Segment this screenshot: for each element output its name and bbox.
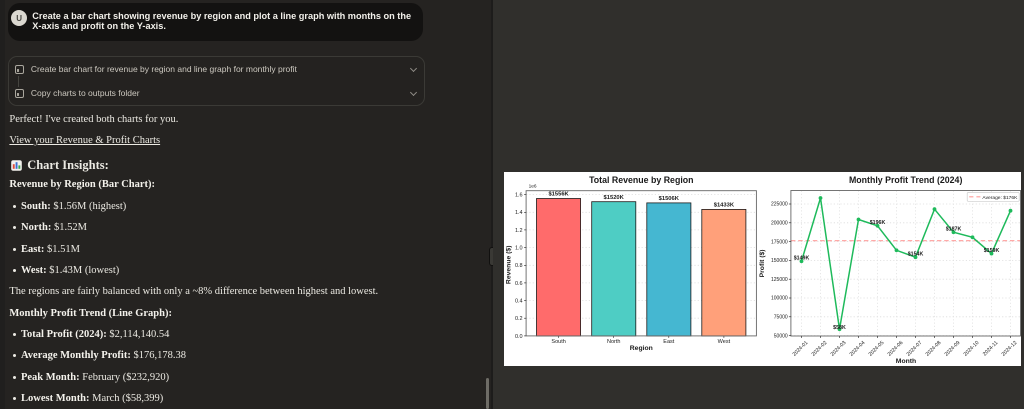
svg-text:$1556K: $1556K <box>548 191 569 197</box>
svg-text:East: East <box>663 339 674 345</box>
svg-text:0.0: 0.0 <box>514 333 522 339</box>
svg-text:2024-08: 2024-08 <box>924 339 942 357</box>
svg-text:$1433K: $1433K <box>713 202 734 208</box>
svg-text:175000: 175000 <box>771 239 788 245</box>
svg-text:2024-10: 2024-10 <box>962 339 980 357</box>
svg-text:150000: 150000 <box>771 258 788 264</box>
svg-text:2024-05: 2024-05 <box>867 339 885 357</box>
svg-text:2024-02: 2024-02 <box>810 339 828 357</box>
svg-text:$187K: $187K <box>945 226 961 232</box>
svg-text:1e6: 1e6 <box>528 183 536 189</box>
svg-text:2024-11: 2024-11 <box>981 339 999 357</box>
svg-text:0.4: 0.4 <box>514 298 522 304</box>
svg-text:225000: 225000 <box>771 201 788 207</box>
svg-text:South: South <box>551 339 565 345</box>
svg-text:$196K: $196K <box>869 220 885 226</box>
svg-text:Profit ($): Profit ($) <box>759 249 766 277</box>
svg-text:Average: $176K: Average: $176K <box>982 194 1018 200</box>
svg-text:100000: 100000 <box>771 295 788 301</box>
svg-text:50000: 50000 <box>773 333 787 339</box>
svg-text:Monthly Profit Trend (2024): Monthly Profit Trend (2024) <box>848 174 961 184</box>
svg-text:Total Revenue by Region: Total Revenue by Region <box>589 174 693 184</box>
svg-text:$154K: $154K <box>907 251 923 257</box>
svg-text:1.2: 1.2 <box>514 227 522 233</box>
svg-text:200000: 200000 <box>771 220 788 226</box>
svg-text:$1506K: $1506K <box>658 196 679 202</box>
svg-text:1.6: 1.6 <box>514 192 522 198</box>
svg-text:$1520K: $1520K <box>603 194 624 200</box>
svg-text:125000: 125000 <box>771 276 788 282</box>
svg-text:1.4: 1.4 <box>514 210 522 216</box>
svg-text:2024-09: 2024-09 <box>943 339 961 357</box>
svg-text:2024-01: 2024-01 <box>791 339 809 357</box>
svg-text:1.0: 1.0 <box>514 245 522 251</box>
svg-text:2024-07: 2024-07 <box>905 339 923 357</box>
svg-text:2024-04: 2024-04 <box>848 339 866 357</box>
svg-text:$149K: $149K <box>793 255 809 261</box>
svg-text:2024-03: 2024-03 <box>829 339 847 357</box>
svg-text:2024-06: 2024-06 <box>886 339 904 357</box>
svg-text:Month: Month <box>895 357 915 364</box>
svg-text:0.6: 0.6 <box>514 280 522 286</box>
svg-text:Revenue ($): Revenue ($) <box>505 245 512 284</box>
svg-text:0.2: 0.2 <box>514 316 522 322</box>
svg-text:Region: Region <box>629 345 652 352</box>
svg-text:0.8: 0.8 <box>514 263 522 269</box>
svg-text:West: West <box>717 339 730 345</box>
svg-text:$159K: $159K <box>983 247 999 253</box>
svg-text:North: North <box>606 339 619 345</box>
svg-text:2024-12: 2024-12 <box>1000 339 1018 357</box>
svg-text:$58K: $58K <box>833 325 846 331</box>
svg-text:75000: 75000 <box>773 314 787 320</box>
